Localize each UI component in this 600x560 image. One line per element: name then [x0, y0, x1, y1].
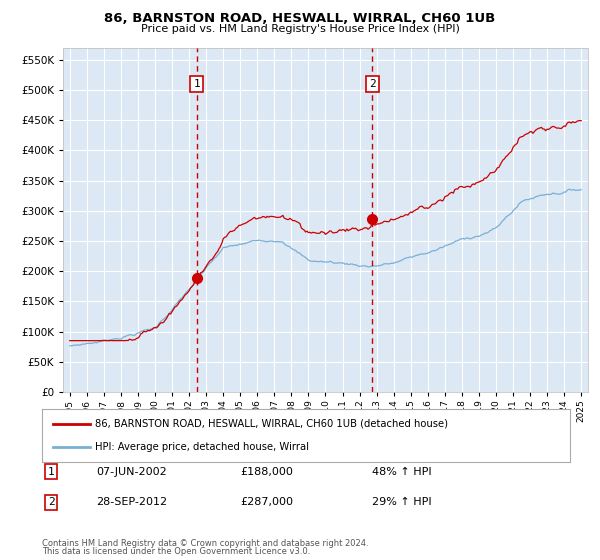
Text: This data is licensed under the Open Government Licence v3.0.: This data is licensed under the Open Gov…: [42, 547, 310, 556]
Text: 48% ↑ HPI: 48% ↑ HPI: [372, 466, 431, 477]
Text: Contains HM Land Registry data © Crown copyright and database right 2024.: Contains HM Land Registry data © Crown c…: [42, 539, 368, 548]
Text: 2: 2: [369, 79, 376, 89]
Text: 28-SEP-2012: 28-SEP-2012: [96, 497, 167, 507]
Text: 86, BARNSTON ROAD, HESWALL, WIRRAL, CH60 1UB: 86, BARNSTON ROAD, HESWALL, WIRRAL, CH60…: [104, 12, 496, 25]
Text: 1: 1: [47, 466, 55, 477]
Text: 86, BARNSTON ROAD, HESWALL, WIRRAL, CH60 1UB (detached house): 86, BARNSTON ROAD, HESWALL, WIRRAL, CH60…: [95, 419, 448, 429]
Text: 1: 1: [193, 79, 200, 89]
Text: Price paid vs. HM Land Registry's House Price Index (HPI): Price paid vs. HM Land Registry's House …: [140, 24, 460, 34]
Text: £188,000: £188,000: [240, 466, 293, 477]
Text: 29% ↑ HPI: 29% ↑ HPI: [372, 497, 431, 507]
Text: HPI: Average price, detached house, Wirral: HPI: Average price, detached house, Wirr…: [95, 442, 309, 452]
Text: £287,000: £287,000: [240, 497, 293, 507]
Text: 07-JUN-2002: 07-JUN-2002: [96, 466, 167, 477]
Text: 2: 2: [47, 497, 55, 507]
